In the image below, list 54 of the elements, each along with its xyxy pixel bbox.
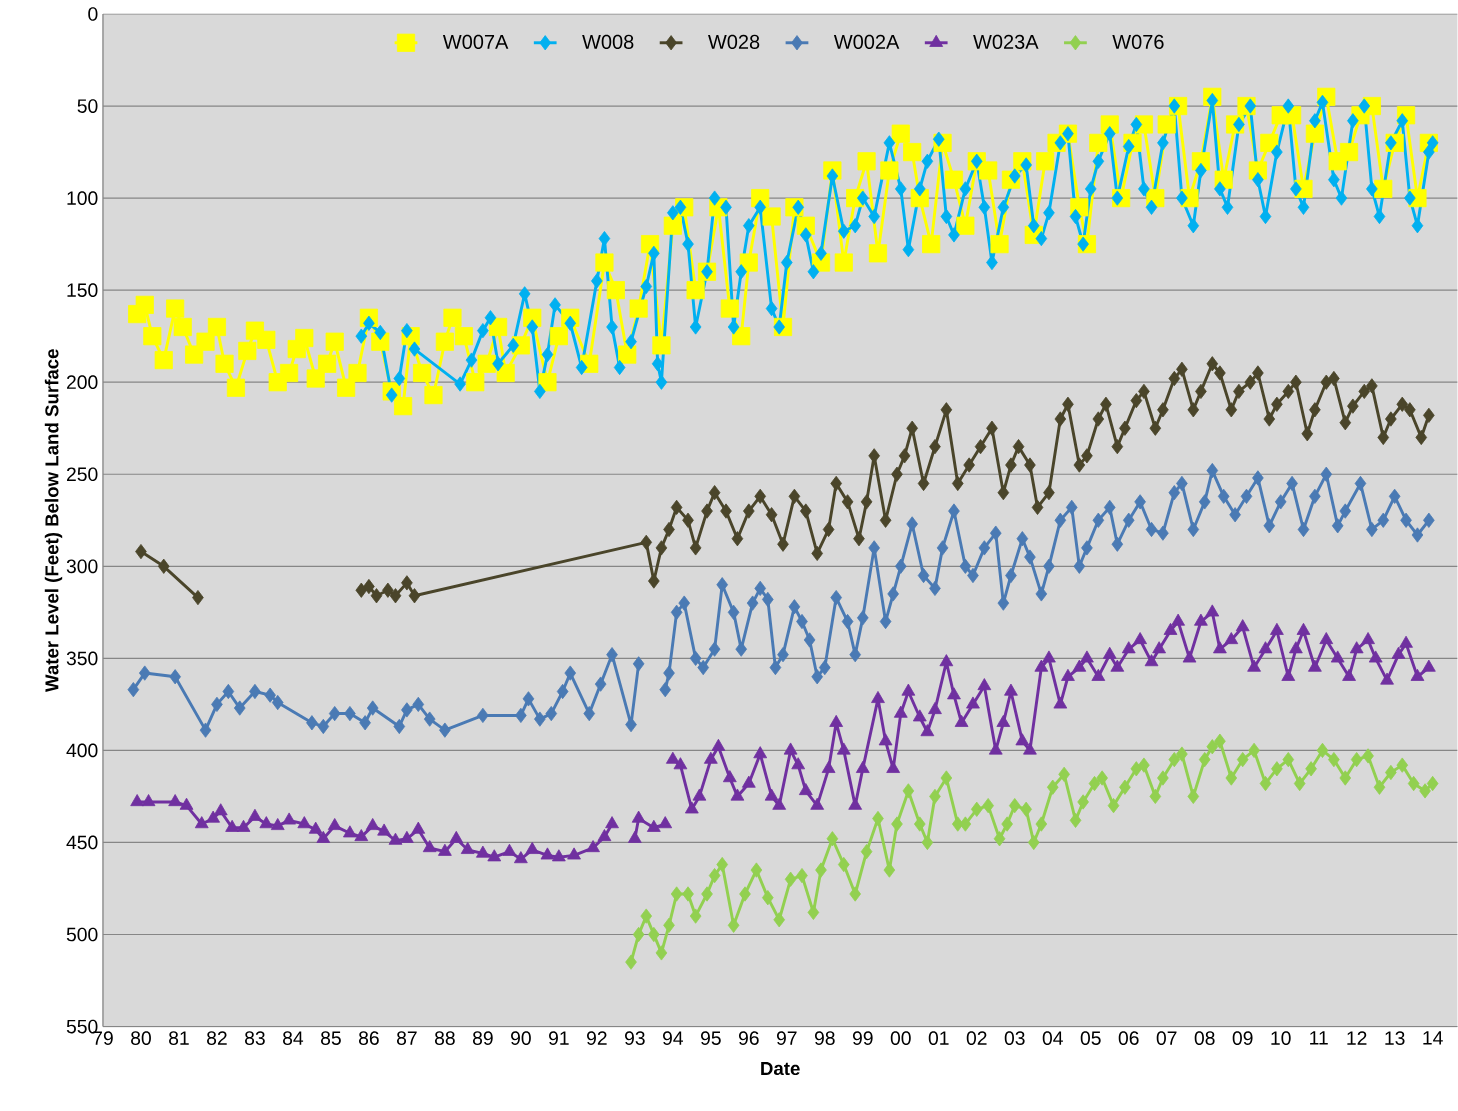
x-tick-label: 84 xyxy=(283,1031,304,1046)
legend-label: W076 xyxy=(1112,35,1164,50)
x-tick-label: 94 xyxy=(662,1031,684,1046)
x-tick-label: 14 xyxy=(1423,1031,1443,1045)
x-tick-label: 03 xyxy=(1004,1031,1025,1046)
y-tick-label: 300 xyxy=(66,559,98,574)
x-tick-label: 95 xyxy=(700,1031,721,1046)
y-tick-label: 400 xyxy=(66,743,98,758)
x-tick-label: 80 xyxy=(131,1031,151,1046)
y-tick-label: 200 xyxy=(66,375,98,390)
legend-label: W008 xyxy=(582,35,634,50)
y-axis-title: Water Level (Feet) Below Land Surface xyxy=(44,349,63,693)
x-tick-label: 09 xyxy=(1232,1031,1253,1046)
legend-label: W023A xyxy=(973,35,1039,50)
x-tick-label: 90 xyxy=(511,1031,531,1046)
x-tick-label: 88 xyxy=(434,1031,455,1046)
x-tick-label: 02 xyxy=(966,1031,987,1046)
y-tick-label: 450 xyxy=(66,835,98,850)
x-tick-label: 07 xyxy=(1156,1031,1177,1046)
x-tick-label: 10 xyxy=(1271,1031,1291,1046)
x-tick-label: 08 xyxy=(1194,1031,1215,1046)
x-tick-label: 81 xyxy=(169,1031,189,1046)
legend-label: W007A xyxy=(442,35,509,50)
x-tick-label: 97 xyxy=(776,1031,797,1046)
legend-label: W002A xyxy=(833,35,900,50)
x-tick-label: 98 xyxy=(814,1031,835,1046)
x-tick-label: 85 xyxy=(321,1031,341,1046)
y-tick-label: 100 xyxy=(67,191,98,206)
x-tick-label: 82 xyxy=(207,1031,227,1046)
y-tick-label: 50 xyxy=(77,99,98,114)
x-tick-label: 05 xyxy=(1080,1031,1101,1046)
y-tick-label: 350 xyxy=(66,651,98,666)
x-tick-label: 06 xyxy=(1118,1031,1139,1046)
y-tick-label: 150 xyxy=(67,283,98,298)
y-tick-label: 0 xyxy=(88,7,98,22)
legend-label: W028 xyxy=(708,35,760,50)
x-tick-label: 12 xyxy=(1347,1031,1367,1045)
x-tick-label: 01 xyxy=(928,1031,949,1046)
x-tick-label: 93 xyxy=(624,1031,645,1046)
x-tick-label: 83 xyxy=(245,1031,265,1046)
x-tick-label: 96 xyxy=(738,1031,759,1046)
x-tick-label: 86 xyxy=(358,1031,379,1046)
x-tick-label: 04 xyxy=(1042,1031,1063,1046)
x-tick-label: 00 xyxy=(890,1031,911,1046)
x-tick-label: 13 xyxy=(1385,1031,1405,1046)
y-tick-label: 250 xyxy=(66,467,98,482)
x-tick-label: 92 xyxy=(587,1031,607,1046)
x-tick-label: 87 xyxy=(396,1031,417,1046)
x-tick-label: 11 xyxy=(1310,1031,1328,1045)
x-tick-label: 89 xyxy=(472,1031,493,1046)
x-tick-label: 99 xyxy=(852,1031,873,1046)
x-tick-label: 91 xyxy=(549,1031,569,1046)
x-axis-title: Date xyxy=(761,1062,800,1076)
y-tick-label: 500 xyxy=(66,927,98,942)
